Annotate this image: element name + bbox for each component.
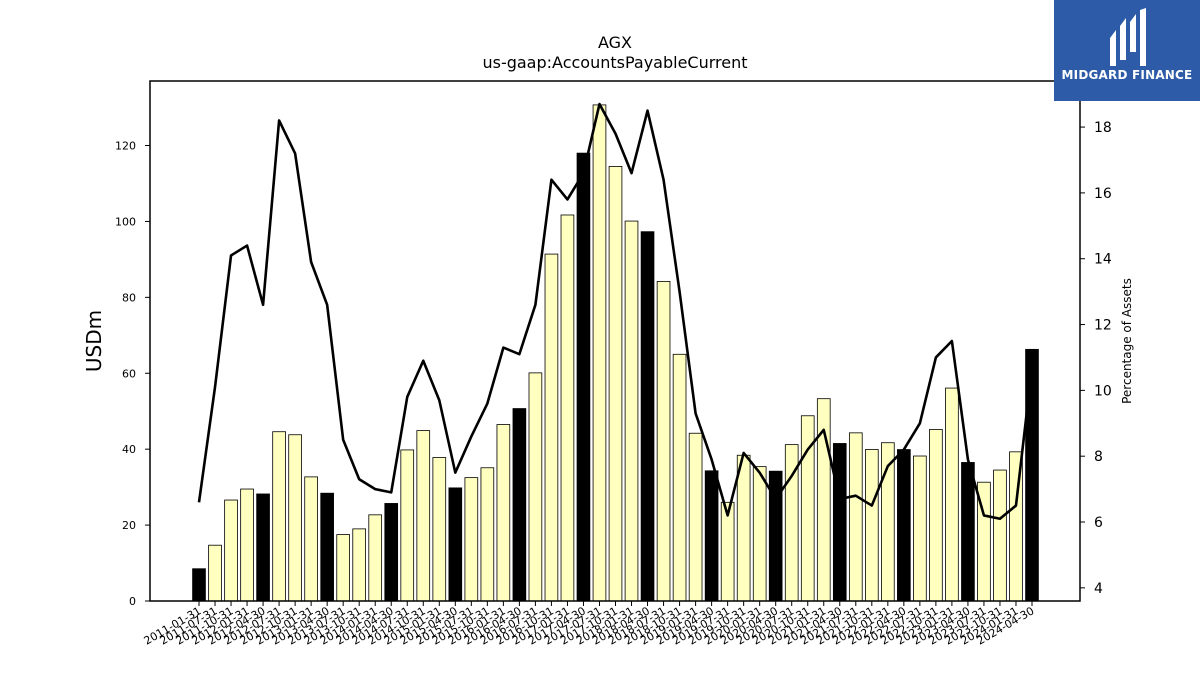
- bar-2012-10-31: [304, 476, 318, 602]
- y2-tick-label: 4: [1094, 581, 1103, 597]
- y-tick-label: 60: [122, 367, 136, 380]
- bar-2013-07-31: [352, 528, 366, 602]
- bar-2014-01-31: [384, 503, 399, 602]
- bar-2012-04-30: [272, 431, 286, 602]
- bar-2024-01-31: [1025, 348, 1039, 602]
- bar-2021-01-31: [832, 443, 847, 602]
- bar-2019-07-31: [736, 454, 751, 602]
- y2-axis-label: Percentage of Assets: [1120, 278, 1134, 404]
- x-axis: 2011-01-312011-07-312011-10-312012-01-31…: [142, 601, 1037, 648]
- bar-2016-10-31: [560, 214, 575, 602]
- line-series: [197, 102, 1034, 521]
- y2-tick-label: 12: [1094, 318, 1112, 334]
- bar-2018-01-31: [640, 231, 655, 602]
- bar-2015-07-31: [480, 467, 495, 602]
- bar-2016-01-31: [512, 408, 527, 602]
- bar-2012-07-31: [288, 434, 302, 602]
- y-tick-label: 80: [122, 291, 136, 304]
- bar-2013-10-31: [368, 514, 383, 602]
- bar-2021-04-30: [848, 432, 863, 602]
- bar-2018-10-31: [688, 432, 703, 602]
- y2-tick-label: 6: [1094, 515, 1103, 531]
- y-tick-label: 120: [115, 140, 136, 153]
- bar-2022-01-31: [897, 449, 911, 602]
- bar-2018-07-31: [672, 353, 687, 602]
- bar-2011-01-31: [192, 568, 206, 602]
- bar-2018-04-30: [656, 281, 671, 602]
- bar-2019-10-31: [752, 466, 767, 602]
- y-tick-label: 40: [122, 443, 136, 456]
- bar-2016-04-30: [528, 372, 543, 602]
- bar-2021-07-31: [865, 449, 879, 602]
- y-axis-label: USDm: [82, 310, 106, 372]
- y2-tick-label: 8: [1094, 449, 1103, 465]
- bar-2022-10-31: [945, 387, 959, 602]
- bar-2017-10-31: [624, 220, 639, 602]
- bar-2011-04-30: [208, 544, 222, 602]
- chart-title: AGX: [598, 33, 632, 52]
- bar-2023-07-31: [993, 469, 1007, 602]
- chart-subtitle: us-gaap:AccountsPayableCurrent: [482, 53, 747, 72]
- bar-2015-04-30: [464, 477, 479, 602]
- bar-2013-01-31: [320, 492, 334, 602]
- logo-text: MIDGARD FINANCE: [1061, 68, 1193, 82]
- bar-2014-07-31: [416, 430, 431, 602]
- bar-2013-04-30: [336, 534, 350, 602]
- percentage-of-assets-line: [197, 102, 1034, 521]
- bar-2015-01-31: [448, 487, 463, 602]
- left-y-axis: 0 20 40 60 80 100 120: [115, 140, 150, 608]
- bar-2014-04-30: [400, 449, 415, 602]
- y2-tick-label: 18: [1094, 120, 1112, 136]
- y-tick-label: 0: [129, 595, 136, 608]
- y-tick-label: 20: [122, 519, 136, 532]
- bar-2019-01-31: [704, 470, 719, 602]
- bar-2012-01-31: [256, 493, 270, 602]
- bar-2017-07-31: [608, 165, 623, 602]
- bar-2022-07-31: [929, 429, 943, 602]
- bar-2019-04-30: [720, 501, 735, 602]
- bar-2011-10-31: [240, 488, 254, 602]
- bar-2014-10-31: [432, 457, 447, 602]
- bar-series: [192, 104, 1039, 602]
- y2-tick-label: 10: [1094, 383, 1112, 399]
- logo-mark-icon: [1110, 8, 1146, 66]
- bar-2023-01-31: [961, 462, 975, 602]
- y2-tick-label: 16: [1094, 186, 1112, 202]
- y-tick-label: 100: [115, 215, 136, 228]
- bar-2015-10-31: [496, 424, 511, 602]
- bar-2017-04-30: [592, 104, 607, 602]
- bar-2016-07-31: [544, 253, 559, 602]
- brand-logo: MIDGARD FINANCE: [1054, 0, 1200, 101]
- bar-2022-04-30: [913, 455, 927, 602]
- right-y-axis: 4 6 8 10 12 14 16 18: [1080, 120, 1112, 597]
- bar-2011-07-31: [224, 499, 238, 602]
- bar-2017-01-31: [576, 152, 591, 602]
- y2-tick-label: 14: [1094, 252, 1112, 268]
